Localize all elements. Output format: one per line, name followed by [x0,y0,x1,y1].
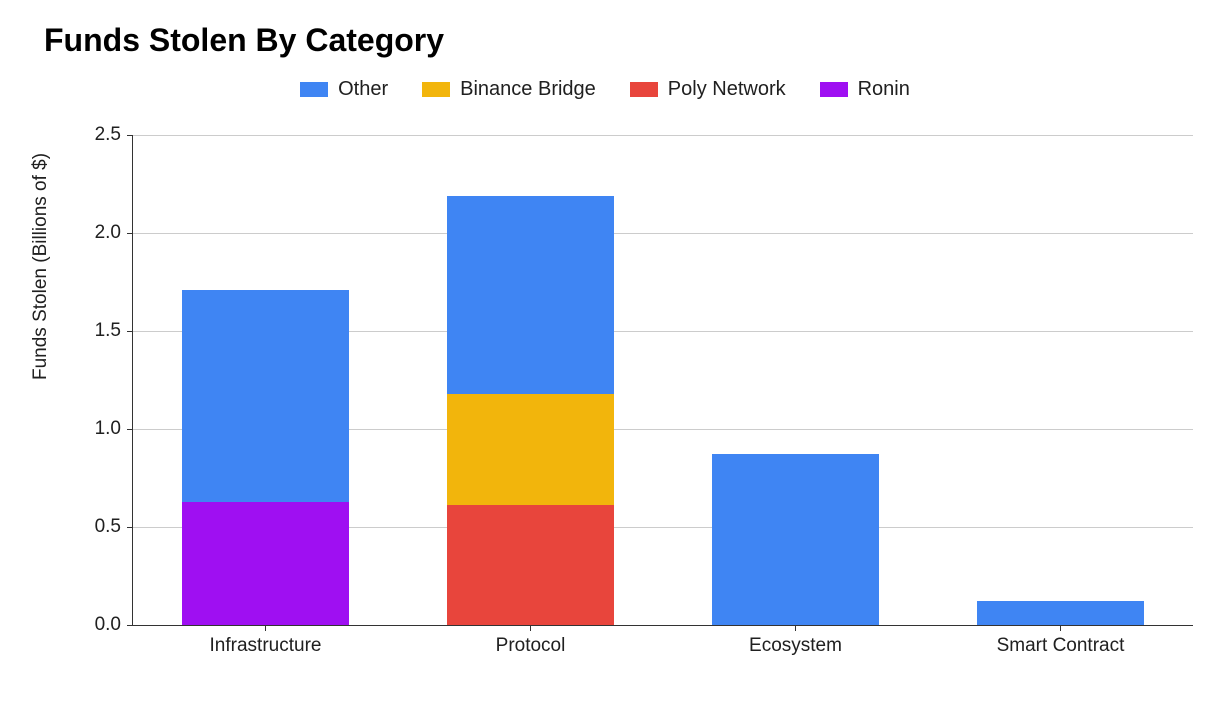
legend-swatch [300,82,328,97]
bar-segment [447,196,614,394]
x-tick-label: Infrastructure [210,625,322,657]
y-axis-title: Funds Stolen (Billions of $) [30,153,52,380]
legend-label: Ronin [858,78,910,101]
grid-line [133,135,1193,136]
chart-root: Funds Stolen By Category Other Binance Br… [0,0,1210,712]
y-tick-label: 2.0 [95,222,133,244]
y-tick-label: 1.0 [95,418,133,440]
legend-item: Poly Network [630,78,786,101]
grid-line [133,233,1193,234]
chart-legend: Other Binance Bridge Poly Network Ronin [0,78,1210,101]
bar-group [977,601,1144,625]
legend-item: Binance Bridge [422,78,596,101]
legend-label: Other [338,78,388,101]
x-tick-label: Ecosystem [749,625,842,657]
legend-label: Poly Network [668,78,786,101]
bar-segment [182,290,349,502]
legend-item: Ronin [820,78,910,101]
chart-title: Funds Stolen By Category [44,22,444,59]
legend-item: Other [300,78,388,101]
legend-label: Binance Bridge [460,78,596,101]
y-tick-label: 0.0 [95,614,133,636]
y-tick-label: 1.5 [95,320,133,342]
x-tick-label: Smart Contract [997,625,1125,657]
legend-swatch [630,82,658,97]
bar-segment [712,454,879,625]
plot-area: 0.00.51.01.52.02.5InfrastructureProtocol… [132,135,1193,626]
y-tick-label: 2.5 [95,124,133,146]
legend-swatch [820,82,848,97]
legend-swatch [422,82,450,97]
bar-group [447,196,614,625]
bar-segment [447,394,614,506]
bar-segment [182,502,349,625]
bar-segment [447,505,614,625]
y-tick-label: 0.5 [95,516,133,538]
bar-group [712,454,879,625]
x-tick-label: Protocol [496,625,566,657]
bar-group [182,290,349,625]
bar-segment [977,601,1144,625]
